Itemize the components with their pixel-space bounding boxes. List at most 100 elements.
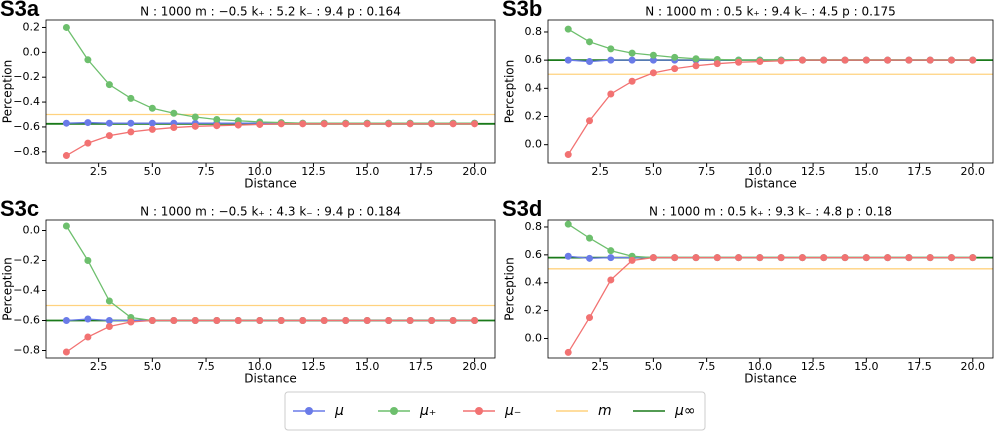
point: [191, 113, 199, 121]
point: [586, 314, 594, 322]
x-tick-label: 12.5: [801, 360, 826, 373]
point: [756, 254, 764, 262]
series-line: [66, 123, 475, 157]
point: [735, 58, 743, 66]
point: [320, 317, 328, 324]
panel-label: S3b: [502, 0, 542, 21]
point: [607, 254, 615, 262]
point: [586, 38, 594, 46]
point: [926, 56, 934, 64]
legend-marker: [390, 407, 398, 415]
point: [299, 317, 307, 324]
point: [234, 317, 242, 324]
point: [628, 256, 636, 264]
point: [62, 23, 70, 31]
y-tick-label: −0.4: [13, 284, 40, 297]
series-line: [65, 225, 475, 322]
point: [127, 119, 135, 127]
x-tick-label: 10.0: [248, 360, 273, 373]
point: [862, 254, 870, 262]
point: [671, 53, 679, 61]
axes-frame: [547, 219, 994, 359]
point: [256, 120, 264, 128]
point: [449, 120, 457, 128]
x-tick-label: 15.0: [355, 360, 380, 373]
y-tick-label: 0.6: [525, 53, 543, 66]
point: [471, 317, 479, 324]
y-tick-label: 0.0: [23, 45, 41, 58]
panel-label: S3d: [502, 196, 542, 221]
point: [406, 317, 414, 324]
point: [649, 69, 657, 77]
point: [191, 317, 199, 324]
point: [105, 297, 113, 305]
legend-label: μ∞: [674, 403, 696, 419]
point: [62, 222, 70, 230]
point: [564, 151, 572, 159]
point: [564, 252, 572, 260]
point: [62, 119, 70, 127]
point: [385, 120, 393, 128]
y-tick-label: −0.8: [13, 344, 40, 357]
legend-label: m: [598, 403, 612, 419]
point: [148, 104, 156, 112]
point: [385, 317, 393, 324]
point: [905, 56, 913, 64]
point: [798, 254, 806, 262]
point: [62, 317, 70, 324]
point: [84, 257, 92, 264]
point: [428, 317, 436, 324]
axes-frame: [45, 19, 496, 164]
point: [586, 117, 594, 125]
point: [905, 254, 913, 262]
point: [105, 323, 113, 330]
point: [84, 315, 92, 323]
y-tick-label: −0.6: [13, 120, 40, 133]
point: [127, 318, 135, 326]
point: [756, 58, 764, 66]
point: [564, 220, 572, 228]
x-tick-label: 5.0: [645, 165, 663, 178]
point: [213, 317, 221, 324]
point: [798, 56, 806, 64]
point: [628, 77, 636, 85]
point: [607, 45, 615, 53]
point: [841, 254, 849, 262]
point: [607, 56, 615, 64]
y-axis-label: Perception: [1, 257, 15, 320]
point: [841, 56, 849, 64]
y-tick-label: −0.4: [13, 95, 40, 108]
x-axis-label: Distance: [744, 177, 796, 191]
y-tick-label: 0.6: [525, 248, 543, 261]
point: [363, 317, 371, 324]
point: [607, 247, 615, 255]
x-tick-label: 5.0: [144, 360, 162, 373]
panel-title: N : 1000 m : −0.5 k₊ : 5.2 k₋ : 9.4 p : …: [140, 5, 401, 19]
point: [628, 49, 636, 57]
axes-frame: [547, 19, 994, 164]
x-tick-label: 10.0: [748, 360, 773, 373]
point: [256, 317, 264, 324]
x-tick-label: 10.0: [748, 165, 773, 178]
y-tick-label: 0.4: [525, 81, 543, 94]
point: [969, 254, 977, 262]
x-tick-label: 2.5: [90, 360, 108, 373]
point: [105, 81, 113, 89]
point: [564, 25, 572, 33]
x-tick-label: 17.5: [409, 165, 434, 178]
y-tick-label: −0.2: [13, 70, 40, 83]
x-tick-label: 5.0: [144, 165, 162, 178]
y-tick-label: 0.2: [525, 304, 543, 317]
point: [213, 115, 221, 123]
legend-marker: [475, 407, 483, 415]
point: [148, 119, 156, 127]
point: [649, 51, 657, 59]
point: [277, 120, 285, 128]
series-line: [567, 223, 973, 259]
x-tick-label: 5.0: [645, 360, 663, 373]
series-line: [567, 59, 973, 155]
point: [607, 276, 615, 284]
series-line: [567, 256, 973, 353]
point: [428, 120, 436, 128]
